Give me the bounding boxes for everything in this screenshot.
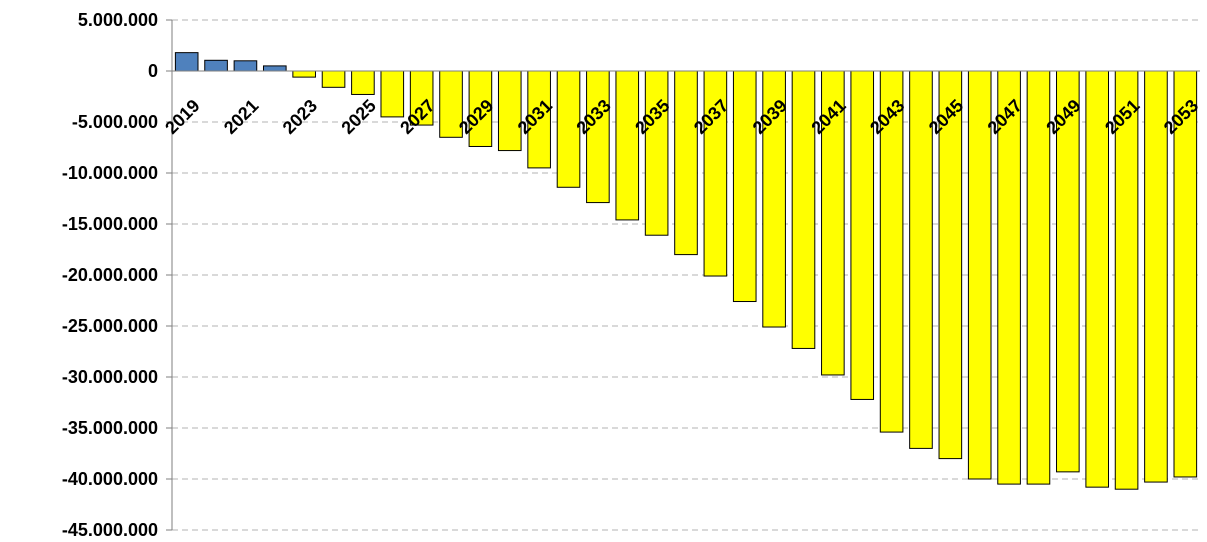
- bar-2023: [292, 70, 316, 78]
- bar-2035: [644, 70, 669, 236]
- y-tick-label: -15.000.000: [62, 214, 158, 234]
- y-tick-label: -35.000.000: [62, 418, 158, 438]
- y-tick-label: -25.000.000: [62, 316, 158, 336]
- bar-2052: [1144, 70, 1168, 483]
- axes: [166, 19, 1200, 531]
- y-tick-label: -10.000.000: [62, 163, 158, 183]
- x-tick-label: 2021: [220, 96, 262, 138]
- y-tick-label: -30.000.000: [62, 367, 158, 387]
- bar-2046: [967, 70, 992, 480]
- bar-2024: [321, 70, 346, 88]
- x-tick-label: 2023: [279, 96, 321, 138]
- bars: [174, 52, 1198, 490]
- x-tick-label: 2019: [161, 96, 203, 138]
- y-tick-label: -5.000.000: [72, 112, 158, 132]
- y-tick-label: -45.000.000: [62, 520, 158, 540]
- bar-2036: [674, 70, 698, 256]
- bar-2020: [204, 59, 228, 72]
- bar-2033: [586, 70, 610, 204]
- y-axis-tick-labels: 5.000.000 0 -5.000.000 -10.000.000 -15.000.0…: [62, 10, 158, 540]
- bar-2034: [615, 70, 640, 221]
- y-tick-label: 0: [148, 61, 158, 81]
- bar-2026: [380, 70, 405, 118]
- bar-2048: [1026, 70, 1051, 485]
- y-tick-label: 5.000.000: [78, 10, 158, 30]
- bar-2038: [732, 70, 757, 303]
- y-tick-label: -40.000.000: [62, 469, 158, 489]
- x-tick-label: 2025: [337, 96, 379, 138]
- bar-2022: [262, 65, 287, 72]
- y-tick-label: -20.000.000: [62, 265, 158, 285]
- bar-2050: [1085, 70, 1110, 488]
- bar-2021: [233, 60, 258, 72]
- bar-2019: [174, 52, 199, 72]
- bar-2040: [791, 70, 816, 349]
- bar-2025: [351, 70, 375, 95]
- bar-2030: [497, 70, 522, 152]
